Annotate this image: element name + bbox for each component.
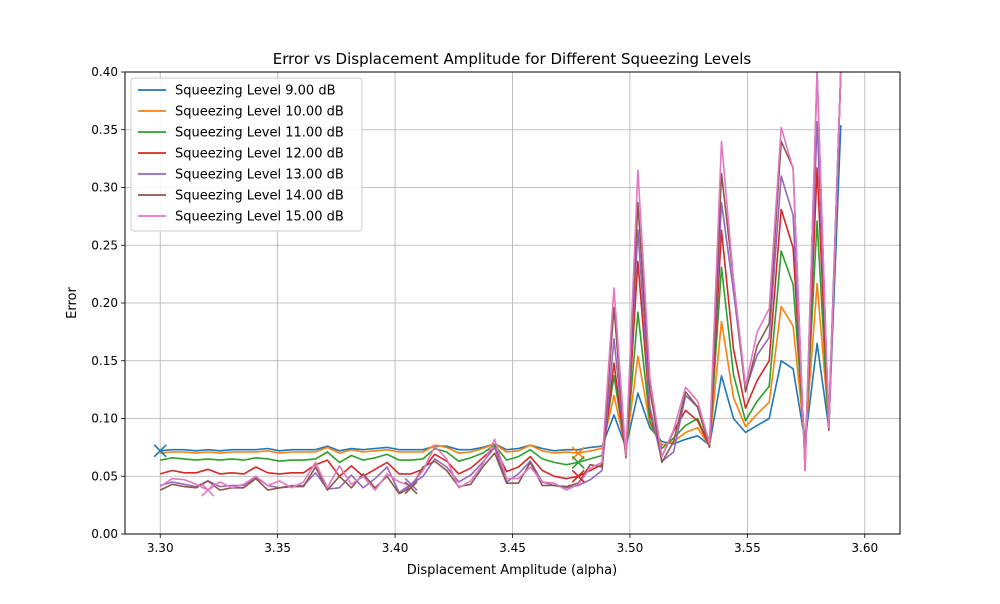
min-marker-1 <box>571 446 585 460</box>
min-marker-2 <box>571 455 585 469</box>
x-tick-label: 3.45 <box>499 541 526 555</box>
y-tick-label: 0.05 <box>91 469 118 483</box>
x-tick-label: 3.50 <box>617 541 644 555</box>
min-marker-0 <box>153 444 167 458</box>
series-line-2 <box>160 72 842 466</box>
min-marker-4 <box>404 477 418 491</box>
y-tick-label: 0.00 <box>91 527 118 541</box>
legend-label: Squeezing Level 10.00 dB <box>175 105 344 120</box>
series-line-5 <box>159 72 842 495</box>
x-tick-label: 3.35 <box>264 541 291 555</box>
series-line-4 <box>159 72 842 494</box>
y-tick-label: 0.30 <box>91 181 118 195</box>
legend-label: Squeezing Level 11.00 dB <box>175 126 344 141</box>
y-tick-label: 0.15 <box>91 354 118 368</box>
chart-title: Error vs Displacement Amplitude for Diff… <box>273 50 752 68</box>
legend: Squeezing Level 9.00 dB Squeezing Level 1… <box>130 77 363 232</box>
x-axis-label: Displacement Amplitude (alpha) <box>407 563 617 578</box>
series-line-1 <box>160 72 842 454</box>
x-tick-label: 3.60 <box>851 541 878 555</box>
minimum-markers <box>153 444 585 497</box>
axis-ticks: 3.30 3.35 3.40 3.45 3.50 3.55 3.60 0.00 0.05 0.10… <box>91 65 878 555</box>
min-marker-5 <box>404 481 418 495</box>
legend-label: Squeezing Level 9.00 dB <box>175 84 336 99</box>
series-lines <box>159 72 842 495</box>
series-line-6 <box>159 72 842 491</box>
x-tick-label: 3.30 <box>147 541 174 555</box>
legend-box <box>130 77 363 232</box>
legend-label: Squeezing Level 13.00 dB <box>175 168 344 183</box>
y-tick-label: 0.35 <box>91 123 118 137</box>
x-tick-label: 3.55 <box>734 541 761 555</box>
legend-label: Squeezing Level 15.00 dB <box>175 210 344 225</box>
min-marker-3 <box>571 469 585 483</box>
y-axis-label: Error <box>65 287 80 319</box>
legend-label: Squeezing Level 14.00 dB <box>175 189 344 204</box>
y-tick-label: 0.10 <box>91 412 118 426</box>
legend-label: Squeezing Level 12.00 dB <box>175 147 344 162</box>
x-tick-label: 3.40 <box>382 541 409 555</box>
y-tick-label: 0.25 <box>91 238 118 252</box>
min-marker-6 <box>201 483 215 497</box>
series-line-0 <box>160 125 842 452</box>
y-tick-label: 0.40 <box>91 65 118 79</box>
y-tick-label: 0.20 <box>91 296 118 310</box>
